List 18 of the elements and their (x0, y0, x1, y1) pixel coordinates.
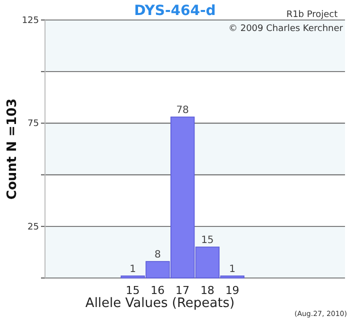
y-tick-label: 25 (28, 222, 39, 232)
x-axis-title: Allele Values (Repeats) (85, 296, 235, 311)
x-tick-label: 17 (176, 284, 190, 297)
annotation: © 2009 Charles Kerchner (228, 24, 344, 34)
data-label: 1 (130, 264, 136, 275)
x-tick-label: 18 (200, 284, 214, 297)
chart-title: DYS-464-d (134, 3, 216, 19)
data-label: 1 (229, 264, 236, 275)
data-label: 78 (176, 105, 189, 116)
y-axis-title: Count N =103 (5, 98, 20, 200)
x-tick-label: 15 (126, 284, 140, 297)
data-label: 15 (201, 235, 214, 246)
annotation: R1b Project (286, 10, 338, 20)
y-tick-label: 125 (22, 16, 39, 26)
data-label: 8 (154, 249, 161, 260)
x-tick-label: 19 (225, 284, 240, 297)
y-tick-label: 75 (28, 119, 39, 130)
x-tick-label: 16 (150, 284, 165, 297)
